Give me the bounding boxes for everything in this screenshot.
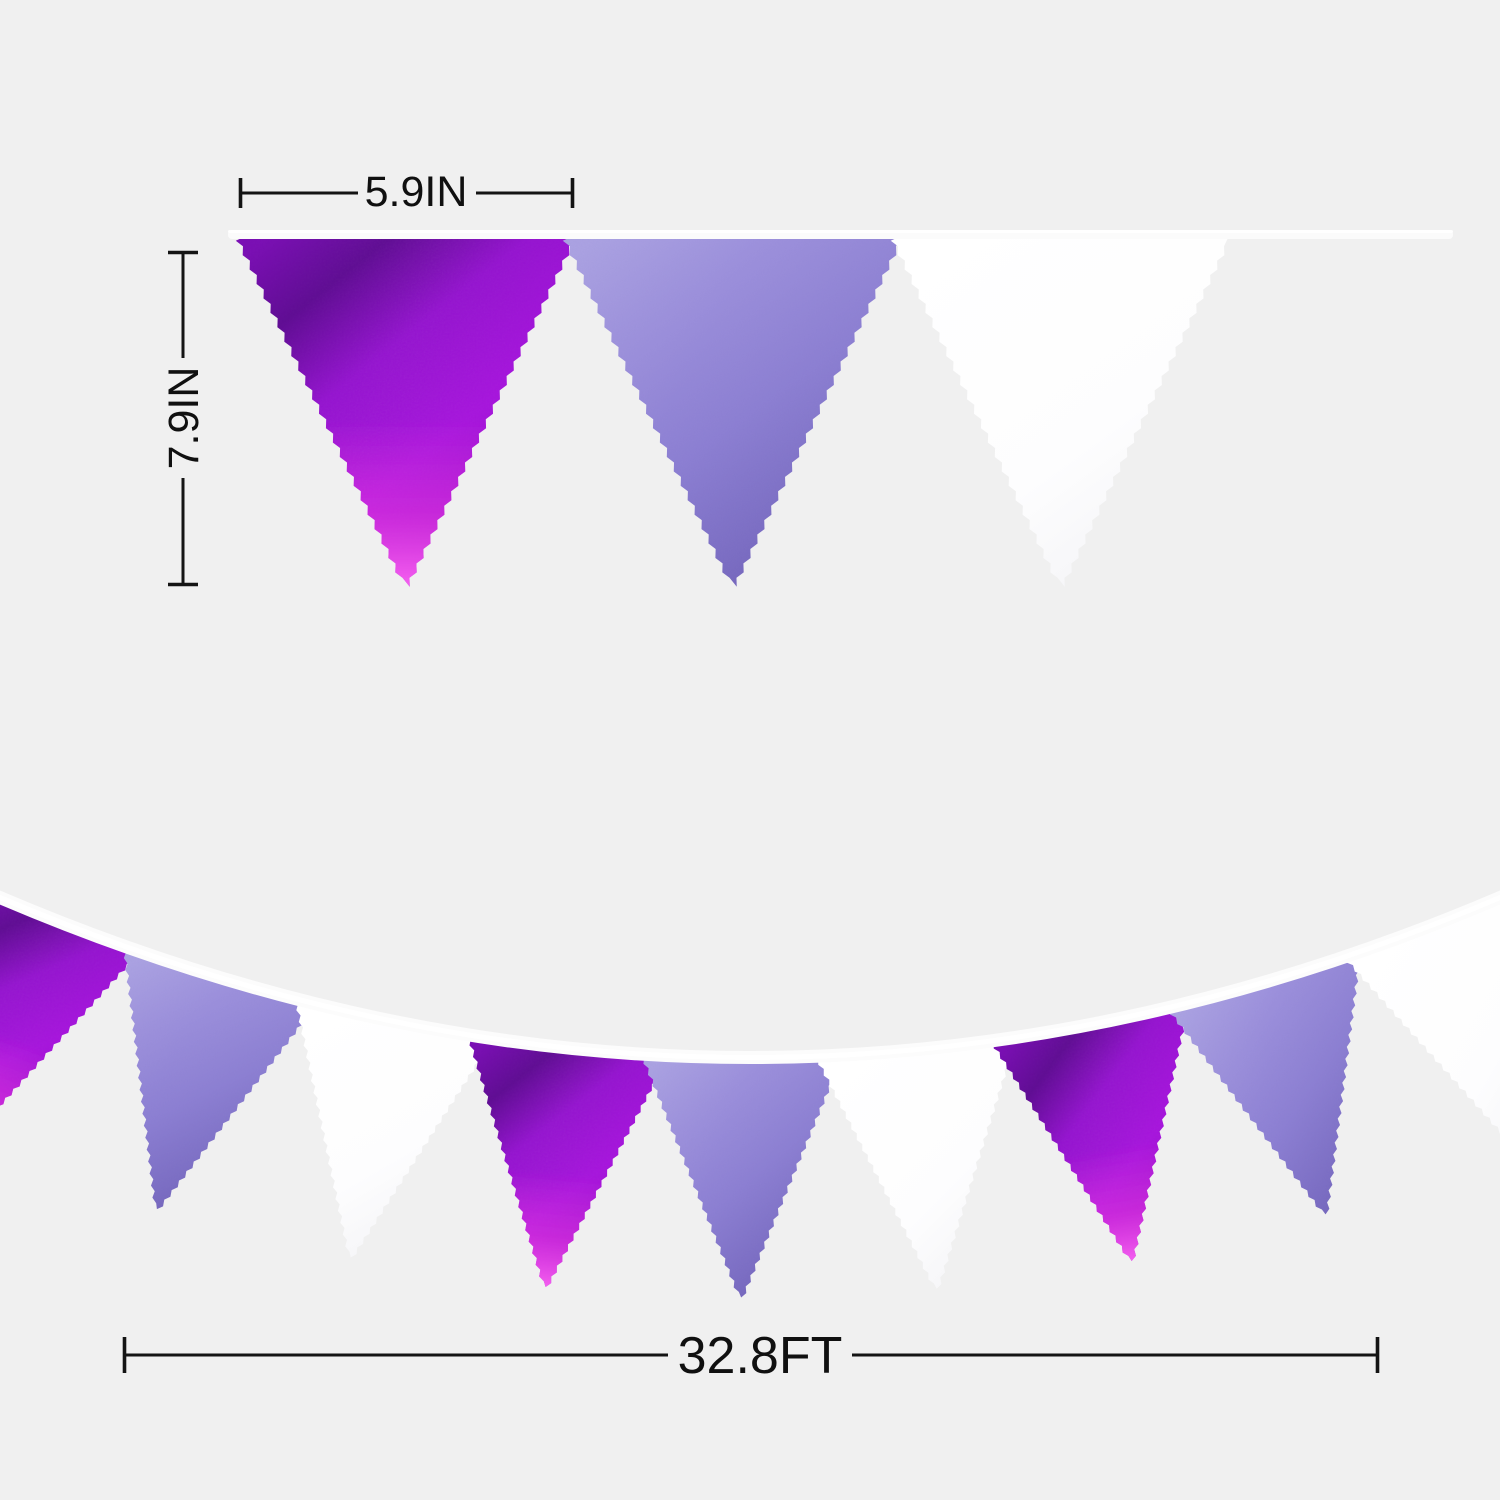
pennant-lavender-1	[562, 239, 900, 587]
pennant-sheen	[469, 1038, 666, 1288]
pennant-white-c	[1345, 890, 1500, 1150]
pennant-sheen	[123, 951, 316, 1210]
pennant-lavender-b	[643, 1057, 841, 1298]
draped-string-cord-highlight	[0, 894, 1500, 1060]
length-dim-label: 32.8FT	[678, 1327, 843, 1385]
pennant-body	[1345, 890, 1500, 1150]
pennant-sheen	[643, 1057, 841, 1298]
pennant-sheen	[0, 883, 139, 1143]
pennant-body	[818, 1041, 1014, 1289]
pennant-white-a	[296, 1003, 491, 1258]
pennant-sheen	[1168, 957, 1360, 1215]
pennant-lavender-c	[1168, 957, 1360, 1215]
string-cord-highlight	[228, 230, 1453, 233]
pennant-white-b	[818, 1041, 1014, 1289]
pennant-sheen	[235, 239, 573, 587]
height-dim-label: 7.9IN	[160, 367, 208, 470]
pennant-body	[296, 1003, 491, 1258]
pennant-height-dimension: 7.9IN	[160, 250, 208, 587]
width-dim-label: 5.9IN	[365, 168, 468, 216]
pennant-sheen	[562, 239, 900, 587]
pennant-body	[890, 239, 1228, 587]
banner-length-dimension: 32.8FT	[122, 1327, 1380, 1385]
pennant-width-dimension: 5.9IN	[238, 168, 575, 216]
pennant-white-1	[890, 239, 1228, 587]
pennant-lavender-a	[123, 951, 316, 1210]
